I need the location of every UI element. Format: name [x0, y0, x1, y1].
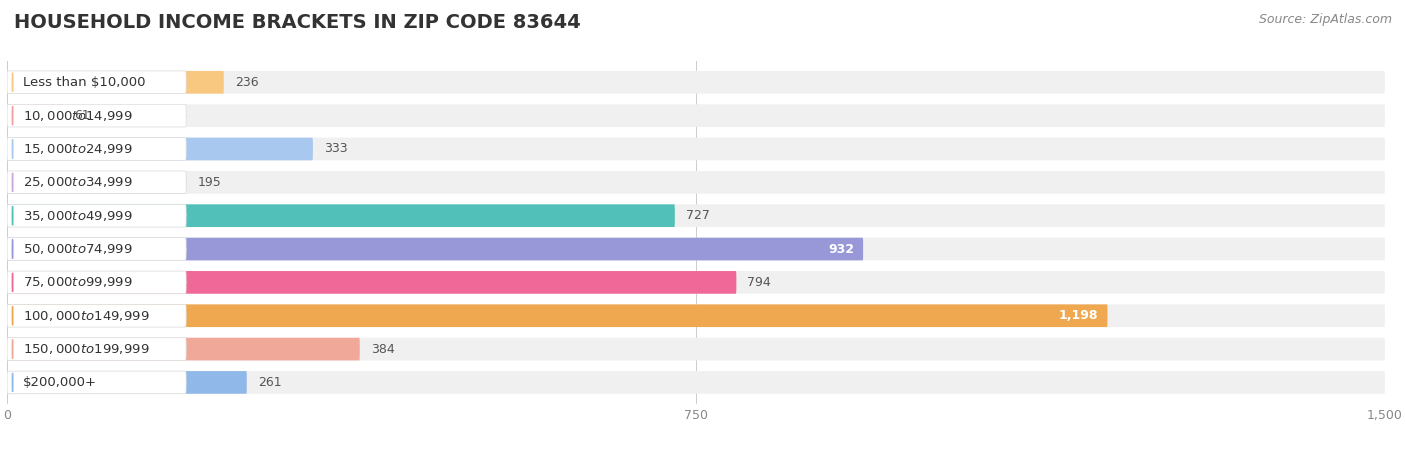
Text: 236: 236: [235, 76, 259, 89]
FancyBboxPatch shape: [7, 138, 1385, 160]
FancyBboxPatch shape: [7, 238, 186, 260]
FancyBboxPatch shape: [7, 304, 1385, 327]
Text: 1,198: 1,198: [1059, 309, 1098, 322]
FancyBboxPatch shape: [7, 71, 224, 94]
FancyBboxPatch shape: [7, 171, 186, 194]
FancyBboxPatch shape: [7, 171, 1385, 194]
FancyBboxPatch shape: [7, 138, 186, 160]
FancyBboxPatch shape: [7, 304, 186, 327]
FancyBboxPatch shape: [7, 104, 63, 127]
Text: Less than $10,000: Less than $10,000: [22, 76, 145, 89]
FancyBboxPatch shape: [7, 138, 314, 160]
FancyBboxPatch shape: [7, 338, 360, 361]
Text: 727: 727: [686, 209, 710, 222]
FancyBboxPatch shape: [7, 71, 186, 94]
Text: $35,000 to $49,999: $35,000 to $49,999: [22, 209, 132, 223]
Text: 384: 384: [371, 343, 395, 356]
FancyBboxPatch shape: [7, 304, 1108, 327]
FancyBboxPatch shape: [7, 338, 1385, 361]
Text: $15,000 to $24,999: $15,000 to $24,999: [22, 142, 132, 156]
Text: 61: 61: [75, 109, 90, 122]
Text: 261: 261: [257, 376, 281, 389]
FancyBboxPatch shape: [7, 371, 247, 394]
FancyBboxPatch shape: [7, 71, 1385, 94]
Text: 333: 333: [323, 142, 347, 155]
FancyBboxPatch shape: [7, 238, 1385, 260]
Text: 195: 195: [197, 176, 221, 189]
FancyBboxPatch shape: [7, 371, 1385, 394]
FancyBboxPatch shape: [7, 104, 1385, 127]
FancyBboxPatch shape: [7, 204, 1385, 227]
FancyBboxPatch shape: [7, 104, 186, 127]
Text: $200,000+: $200,000+: [22, 376, 97, 389]
FancyBboxPatch shape: [7, 171, 186, 194]
Text: $150,000 to $199,999: $150,000 to $199,999: [22, 342, 149, 356]
Text: $50,000 to $74,999: $50,000 to $74,999: [22, 242, 132, 256]
FancyBboxPatch shape: [7, 371, 186, 394]
FancyBboxPatch shape: [7, 204, 675, 227]
FancyBboxPatch shape: [7, 271, 186, 294]
Text: $75,000 to $99,999: $75,000 to $99,999: [22, 275, 132, 289]
Text: 932: 932: [828, 242, 853, 255]
Text: Source: ZipAtlas.com: Source: ZipAtlas.com: [1258, 13, 1392, 26]
FancyBboxPatch shape: [7, 271, 1385, 294]
FancyBboxPatch shape: [7, 238, 863, 260]
FancyBboxPatch shape: [7, 271, 737, 294]
Text: 794: 794: [748, 276, 770, 289]
FancyBboxPatch shape: [7, 204, 186, 227]
Text: $100,000 to $149,999: $100,000 to $149,999: [22, 309, 149, 323]
Text: HOUSEHOLD INCOME BRACKETS IN ZIP CODE 83644: HOUSEHOLD INCOME BRACKETS IN ZIP CODE 83…: [14, 13, 581, 32]
Text: $25,000 to $34,999: $25,000 to $34,999: [22, 176, 132, 189]
Text: $10,000 to $14,999: $10,000 to $14,999: [22, 109, 132, 123]
FancyBboxPatch shape: [7, 338, 186, 361]
